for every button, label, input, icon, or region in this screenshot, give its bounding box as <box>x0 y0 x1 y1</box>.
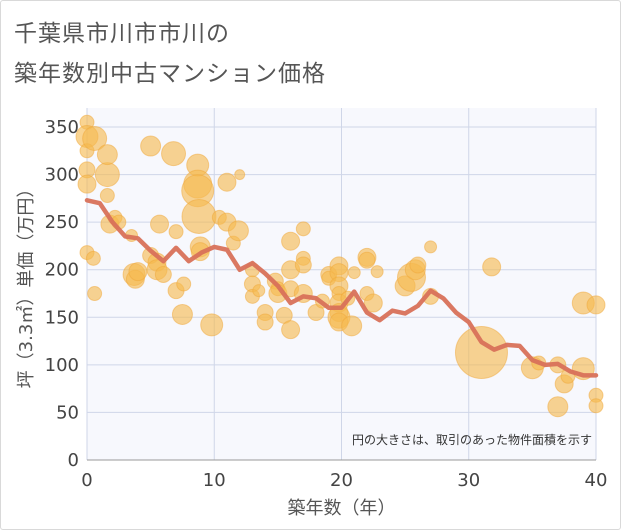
axes: 0 50 100 150 200 250 300 350 0 10 20 30 40 <box>45 117 608 491</box>
bubble-point <box>370 265 384 279</box>
bubble-point <box>281 320 301 340</box>
bubble-point <box>154 265 172 283</box>
y-tick-label: 50 <box>56 402 79 423</box>
chart-title-line1: 千葉県市川市市川の <box>14 21 230 47</box>
bubble-point <box>281 231 301 251</box>
x-axis-label: 築年数（年） <box>288 498 396 519</box>
bubble-point <box>424 240 438 254</box>
y-tick-label: 250 <box>45 212 79 233</box>
bubble-point <box>94 162 120 188</box>
bubble-point <box>171 303 193 325</box>
bubble-point <box>409 256 427 274</box>
bubble-point <box>168 224 184 240</box>
bubble-point <box>227 220 249 242</box>
bubble-point <box>161 141 187 167</box>
bubble-point <box>128 262 148 282</box>
bubble-point <box>347 266 361 280</box>
average-line-layer <box>84 198 599 378</box>
y-tick-label: 100 <box>45 355 79 376</box>
average-price-line <box>84 198 599 378</box>
bubble-point <box>234 169 246 181</box>
x-tick-label: 20 <box>330 470 353 491</box>
bubble-point <box>454 325 508 379</box>
bubble-point <box>256 313 274 331</box>
x-tick-label: 10 <box>203 470 226 491</box>
bubble-point <box>341 315 363 337</box>
bubble-point <box>294 256 312 274</box>
bubble-point <box>358 251 376 269</box>
bubble-point <box>181 198 217 234</box>
bubble-point <box>252 284 266 298</box>
bubble-point <box>586 295 606 315</box>
bubble-point <box>200 313 224 337</box>
bubble-point <box>482 257 502 277</box>
y-tick-label: 350 <box>45 117 79 138</box>
bubble-point <box>547 396 569 418</box>
bubble-point <box>87 286 103 302</box>
bubble-point <box>150 214 170 234</box>
x-tick-label: 0 <box>81 470 92 491</box>
x-tick-label: 40 <box>585 470 608 491</box>
bubble-point <box>77 174 97 194</box>
bubble-size-note: 円の大きさは、取引のあった物件面積を示す <box>352 432 592 447</box>
y-tick-label: 200 <box>45 260 79 281</box>
bubble-point <box>82 125 108 151</box>
bubble-point <box>217 172 237 192</box>
y-tick-label: 150 <box>45 307 79 328</box>
y-tick-label: 300 <box>45 165 79 186</box>
y-tick-label: 0 <box>68 450 79 471</box>
chart-title-line2: 築年数別中古マンション価格 <box>14 61 326 87</box>
bubble-point <box>295 221 311 237</box>
bubble-point <box>176 276 192 292</box>
y-axis-label: 坪（3.3㎡）単価（万円） <box>15 180 37 389</box>
x-tick-label: 30 <box>457 470 480 491</box>
bubble-point <box>363 293 383 313</box>
bubble-point <box>140 135 162 157</box>
bubble-point <box>99 188 115 204</box>
bubble-point <box>588 398 604 414</box>
bubble-point <box>96 144 118 166</box>
bubble-point <box>85 250 101 266</box>
